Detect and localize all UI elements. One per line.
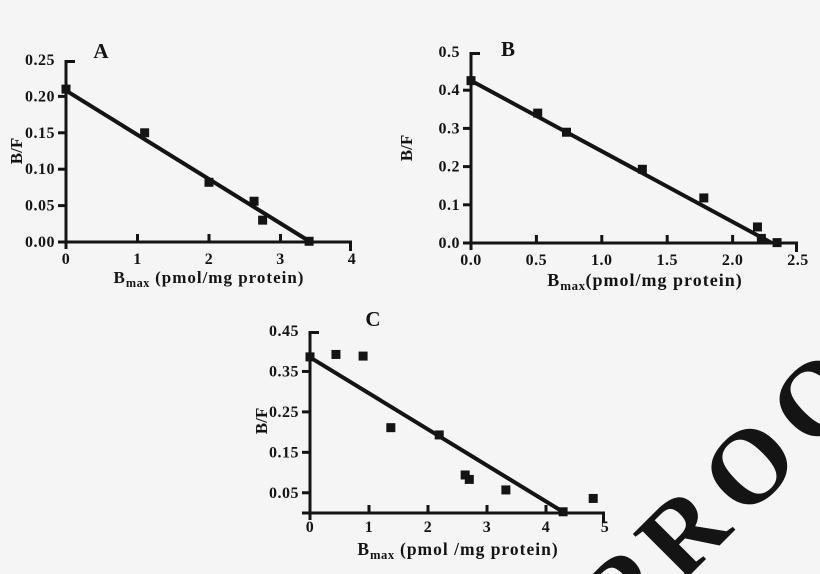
fit-line <box>64 88 312 244</box>
x-tick-label: 0.0 <box>460 252 482 269</box>
x-axis-label-subscript: max <box>560 278 585 293</box>
panel-label: C <box>365 307 380 331</box>
x-tick-label: 1 <box>365 519 374 536</box>
y-tick-label: 0.20 <box>25 88 55 105</box>
data-point <box>434 430 444 440</box>
x-tick-label: 0 <box>306 519 315 536</box>
y-tick-label: 0.05 <box>25 198 55 215</box>
data-point <box>204 177 214 187</box>
panel-c: 0.05 0.15 0.25 0.35 0.45 0 1 2 3 4 5 C B/F Bmax (pmol… <box>252 307 609 562</box>
y-tick-label: 0.35 <box>269 363 299 380</box>
x-axis-label: Bmax(pmol/mg protein) <box>547 270 742 293</box>
x-tick-label: 0.5 <box>526 252 548 269</box>
data-point <box>699 193 709 203</box>
panel-a: 0.00 0.05 0.10 0.15 0.20 0.25 0 1 2 3 4 A B/F Bmax (p… <box>7 39 356 290</box>
y-tick-label: 0.25 <box>25 52 55 69</box>
data-point <box>258 215 268 225</box>
x-axis-label: Bmax (pmol /mg protein) <box>357 539 558 562</box>
x-tick-label: 5 <box>601 519 610 536</box>
fit-line <box>470 78 773 245</box>
data-point <box>249 196 259 206</box>
x-axis-label-subscript: max <box>370 548 395 562</box>
data-point <box>386 423 396 433</box>
y-tick-label: 0.1 <box>439 197 461 214</box>
data-point <box>331 349 341 359</box>
y-tick-label: 0.45 <box>269 323 299 340</box>
data-point <box>501 485 511 495</box>
x-tick-label: 1 <box>133 251 142 268</box>
x-tick-label: 0 <box>62 251 71 268</box>
y-tick-label: 0.0 <box>439 235 461 252</box>
data-point <box>140 128 150 138</box>
x-axis-label: Bmax (pmol/mg protein) <box>114 268 305 290</box>
y-tick-label: 0.5 <box>439 44 461 61</box>
y-tick-label: 0.25 <box>269 404 299 421</box>
data-point <box>533 108 543 118</box>
x-axis-label-suffix: (pmol /mg protein) <box>395 539 559 559</box>
x-tick-label: 3 <box>483 519 492 536</box>
x-tick-label: 4 <box>542 519 551 536</box>
y-tick-label: 0.3 <box>439 120 461 137</box>
panel-b: 0.0 0.1 0.2 0.3 0.4 0.5 0.0 0.5 1.0 1.5 2.0 2.5 B B/F… <box>397 37 809 293</box>
x-tick-label: 1.5 <box>656 252 678 269</box>
x-axis-label-subscript: max <box>126 276 150 290</box>
proof-watermark: PROOF <box>559 262 820 574</box>
data-point <box>464 474 474 484</box>
x-tick-label: 3 <box>276 251 285 268</box>
y-tick-label: 0.00 <box>25 234 55 251</box>
x-tick-label: 2 <box>205 251 214 268</box>
x-tick-label: 4 <box>348 251 357 268</box>
y-axis-label: B/F <box>7 138 26 164</box>
data-point <box>561 127 571 137</box>
x-axis-label-prefix: B <box>547 270 560 290</box>
data-point <box>558 507 568 517</box>
x-tick-label: 2.5 <box>787 252 809 269</box>
x-tick-label: 1.0 <box>591 252 613 269</box>
y-tick-label: 0.05 <box>269 485 299 502</box>
data-point <box>305 352 315 362</box>
data-point <box>61 84 71 94</box>
x-tick-label: 2 <box>424 519 433 536</box>
x-axis-label-suffix: (pmol/mg protein) <box>150 268 305 287</box>
y-axis-label: B/F <box>397 135 416 161</box>
data-point <box>756 233 766 243</box>
data-point <box>772 238 782 248</box>
y-tick-label: 0.4 <box>439 82 461 99</box>
y-tick-label: 0.2 <box>439 159 461 176</box>
data-point <box>588 493 598 503</box>
data-point <box>637 164 647 174</box>
data-point <box>752 222 762 232</box>
y-tick-label: 0.10 <box>25 161 55 178</box>
y-axis-label: B/F <box>252 408 271 434</box>
panel-label: B <box>501 37 515 61</box>
y-tick-label: 0.15 <box>25 125 55 142</box>
x-axis-label-prefix: B <box>114 268 126 287</box>
data-point <box>358 351 368 361</box>
data-point <box>466 76 476 86</box>
x-axis-label-prefix: B <box>357 539 370 559</box>
x-tick-label: 2.0 <box>722 252 744 269</box>
y-tick-label: 0.15 <box>269 444 299 461</box>
panel-label: A <box>93 39 109 63</box>
x-axis-label-suffix: (pmol/mg protein) <box>586 270 743 291</box>
data-point <box>304 236 314 246</box>
